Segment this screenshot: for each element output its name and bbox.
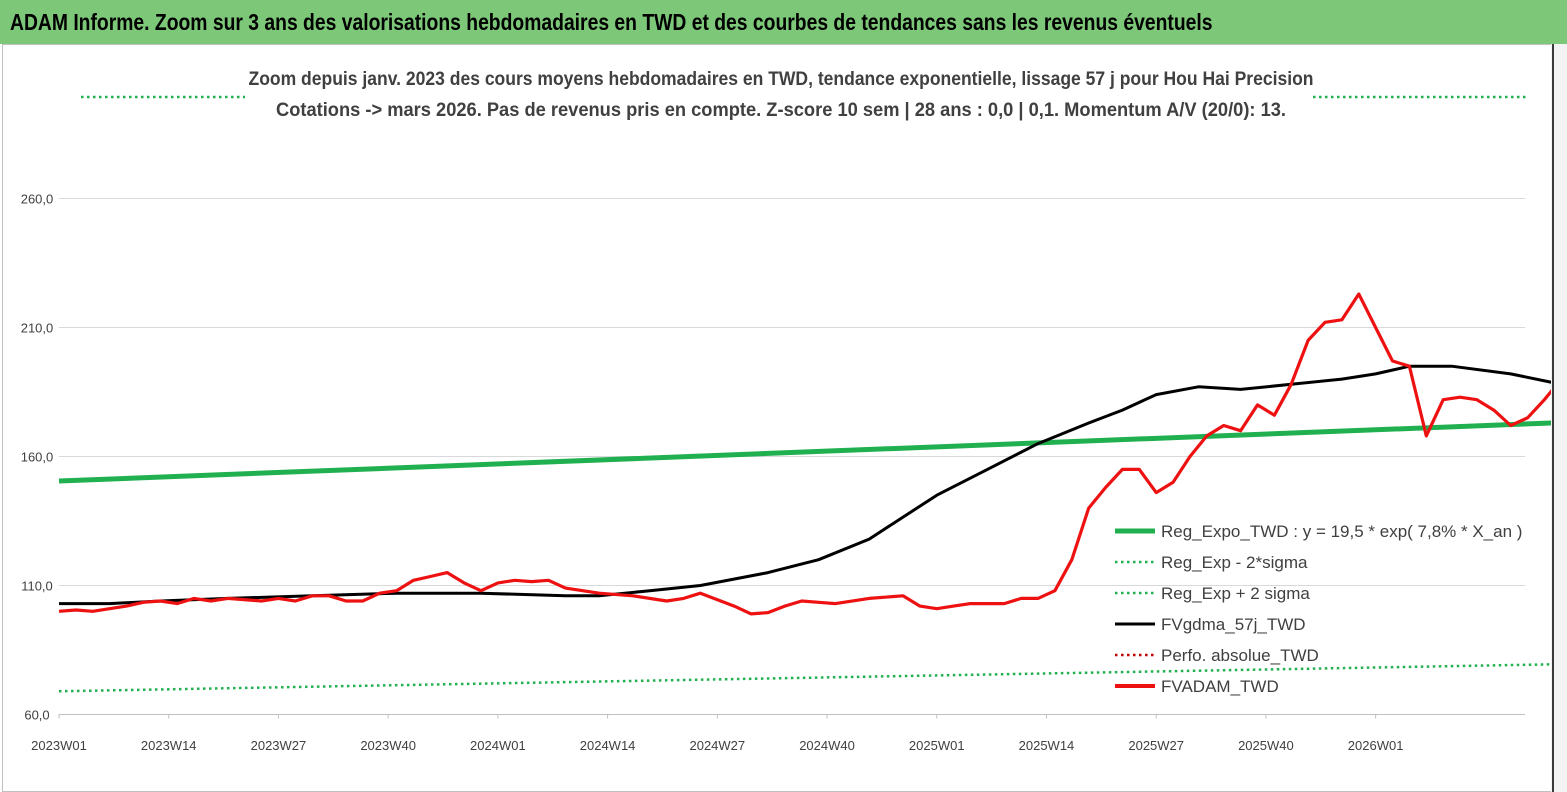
legend-label-reg: Reg_Expo_TWD : y = 19,5 * exp( 7,8% * X_… <box>1161 522 1522 541</box>
legend-label-fvgdma: FVgdma_57j_TWD <box>1161 615 1306 634</box>
chart-subtitle-line2: Cotations -> mars 2026. Pas de revenus p… <box>276 100 1286 121</box>
y-tick-label: 60,0 <box>24 708 49 723</box>
right-edge-bar <box>1551 44 1567 792</box>
chart-gridlines <box>58 198 1525 719</box>
series-reg-expo <box>58 420 1551 484</box>
y-tick-label: 110,0 <box>21 579 53 594</box>
x-tick-label: 2025W40 <box>1238 738 1294 753</box>
x-tick-label: 2025W14 <box>1019 738 1075 753</box>
x-tick-label: 2024W27 <box>689 738 745 753</box>
x-tick-label: 2024W01 <box>470 738 526 753</box>
x-tick-label: 2023W14 <box>141 738 197 753</box>
legend-label-minus: Reg_Exp - 2*sigma <box>1161 553 1308 572</box>
report-title: ADAM Informe. Zoom sur 3 ans des valoris… <box>10 9 1213 35</box>
y-tick-label: 260,0 <box>21 192 54 207</box>
x-tick-label: 2023W01 <box>31 738 87 753</box>
chart-series <box>58 292 1551 693</box>
x-tick-label: 2023W27 <box>251 738 307 753</box>
x-tick-label: 2023W40 <box>360 738 416 753</box>
x-tick-label: 2026W01 <box>1348 738 1404 753</box>
x-tick-label: 2025W27 <box>1128 738 1184 753</box>
x-tick-label: 2025W01 <box>909 738 965 753</box>
series-fvadam <box>58 292 1551 616</box>
series-reg-minus-2sigma <box>58 663 1551 693</box>
report-banner: ADAM Informe. Zoom sur 3 ans des valoris… <box>0 0 1567 44</box>
y-tick-label: 160,0 <box>21 450 54 465</box>
chart-canvas: Zoom depuis janv. 2023 des cours moyens … <box>21 69 1551 754</box>
series-fvgdma-57j <box>59 364 1551 606</box>
x-tick-label: 2024W40 <box>799 738 855 753</box>
chart-subtitle-line1: Zoom depuis janv. 2023 des cours moyens … <box>249 69 1314 90</box>
chart-panel: Zoom depuis janv. 2023 des cours moyens … <box>2 44 1552 792</box>
right-edge-line <box>1552 44 1554 792</box>
legend-label-perfo: Perfo. absolue_TWD <box>1161 646 1319 665</box>
legend-label-fvadam: FVADAM_TWD <box>1161 677 1279 696</box>
x-tick-label: 2024W14 <box>580 738 636 753</box>
chart-legend: Reg_Expo_TWD : y = 19,5 * exp( 7,8% * X_… <box>1115 522 1522 696</box>
legend-label-plus: Reg_Exp + 2 sigma <box>1161 584 1310 603</box>
chart-tick-labels: 60,0 110,0 160,0 210,0 260,0 2023W01 2023W14 20… <box>21 192 1404 754</box>
y-tick-label: 210,0 <box>21 321 54 336</box>
